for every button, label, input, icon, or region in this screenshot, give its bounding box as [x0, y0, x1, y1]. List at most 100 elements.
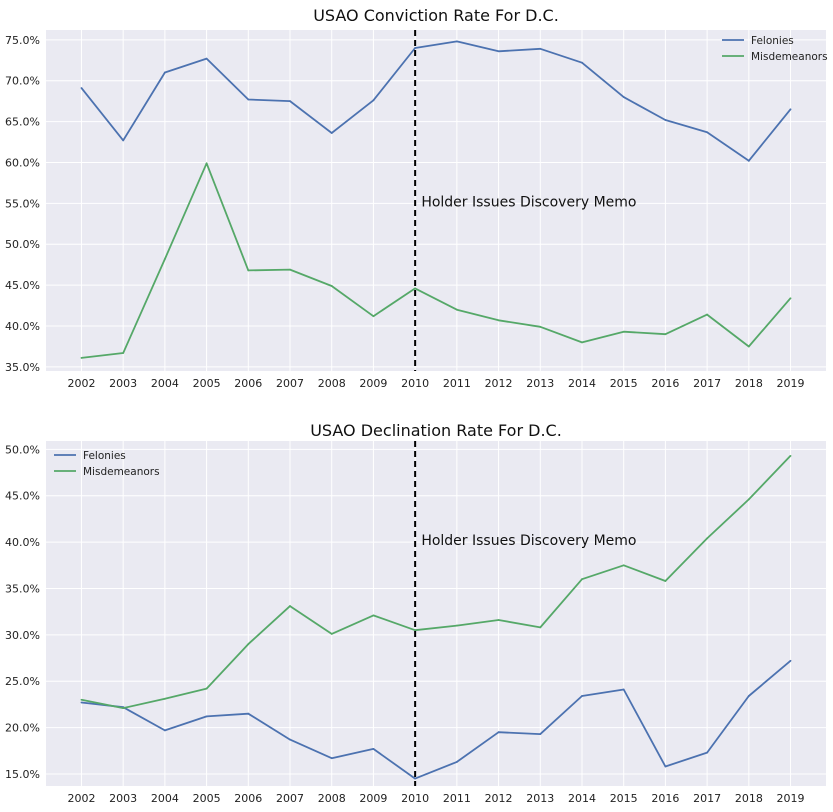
annotation-text: Holder Issues Discovery Memo: [421, 195, 636, 211]
data-point: [789, 454, 792, 457]
series-line-felonies: [80, 40, 792, 162]
data-point: [80, 701, 83, 704]
series-misdemeanors: [80, 454, 792, 709]
x-tick-label: 2013: [526, 792, 554, 805]
data-point: [414, 629, 417, 632]
data-point: [747, 498, 750, 501]
data-point: [414, 287, 417, 290]
data-point: [205, 162, 208, 165]
y-tick-label: 40.0%: [5, 320, 40, 333]
y-tick-label: 60.0%: [5, 156, 40, 169]
legend-label: Felonies: [83, 450, 126, 462]
data-point: [706, 751, 709, 754]
data-point: [414, 47, 417, 49]
data-point: [622, 688, 625, 691]
data-point: [289, 738, 291, 741]
legend: Felonies Misdemeanors: [722, 35, 828, 63]
data-point: [455, 40, 458, 43]
legend-label: Felonies: [751, 35, 794, 47]
legend-label: Misdemeanors: [83, 466, 160, 478]
chart-1: 35.0% 40.0% 45.0% 50.0% 55.0% 60.0% 65.0% 70.0%…: [5, 6, 828, 390]
y-tick-label: 45.0%: [5, 490, 40, 503]
chart-2: 15.0% 20.0% 25.0% 30.0% 35.0% 40.0% 45.0% 50.0%…: [5, 421, 826, 805]
x-tick-label: 2004: [151, 377, 179, 390]
y-tick-label: 20.0%: [5, 722, 40, 735]
y-tick-label: 40.0%: [5, 536, 40, 549]
x-tick-label: 2007: [276, 792, 304, 805]
series-felonies: [80, 40, 792, 162]
y-tick-label: 50.0%: [5, 443, 40, 456]
x-tick-label: 2012: [485, 792, 513, 805]
data-point: [80, 87, 83, 89]
x-tick-label: 2003: [109, 377, 137, 390]
data-point: [497, 731, 500, 734]
data-point: [539, 733, 542, 735]
data-point: [122, 707, 125, 709]
plot-area: [46, 441, 826, 786]
x-tick-label: 2008: [318, 377, 346, 390]
x-tick-label: 2003: [109, 792, 137, 805]
x-tick-label: 2002: [67, 377, 95, 390]
data-point: [289, 100, 291, 103]
y-tick-label: 45.0%: [5, 279, 40, 292]
series-misdemeanors: [80, 162, 792, 359]
series-felonies: [80, 659, 792, 780]
data-point: [581, 341, 583, 344]
series-line-misdemeanors: [81, 455, 792, 709]
data-point: [330, 132, 333, 134]
data-point: [205, 687, 208, 690]
x-tick-label: 2004: [151, 792, 179, 805]
data-point: [372, 614, 375, 617]
data-point: [581, 578, 583, 581]
data-point: [622, 330, 625, 333]
data-point: [163, 71, 166, 74]
data-point: [789, 659, 792, 662]
y-tick-label: 55.0%: [5, 197, 40, 210]
x-tick-label: 2019: [777, 792, 805, 805]
data-point: [664, 580, 667, 582]
data-point: [747, 345, 750, 348]
x-tick-label: 2014: [568, 377, 596, 390]
x-tick-label: 2014: [568, 792, 596, 805]
y-tick-label: 25.0%: [5, 675, 40, 688]
x-tick-label: 2005: [193, 792, 221, 805]
y-tick-label: 30.0%: [5, 629, 40, 642]
y-tick-label: 50.0%: [5, 238, 40, 251]
data-point: [789, 297, 792, 300]
y-tick-label: 75.0%: [5, 34, 40, 47]
data-point: [497, 619, 500, 621]
chart-title: USAO Declination Rate For D.C.: [310, 421, 562, 440]
data-point: [289, 268, 291, 271]
x-tick-label: 2005: [193, 377, 221, 390]
x-tick-label: 2008: [318, 792, 346, 805]
data-point: [706, 131, 709, 134]
data-point: [539, 325, 542, 328]
x-tick-label: 2007: [276, 377, 304, 390]
x-tick-label: 2009: [359, 792, 387, 805]
data-point: [247, 712, 250, 715]
data-point: [414, 777, 417, 780]
data-point: [706, 537, 709, 540]
data-point: [163, 729, 166, 732]
legend-label: Misdemeanors: [751, 51, 828, 63]
data-point: [330, 757, 333, 760]
data-point: [122, 352, 125, 354]
y-tick-label: 35.0%: [5, 361, 40, 374]
data-point: [455, 760, 458, 763]
data-point: [122, 139, 125, 142]
data-point: [581, 61, 583, 64]
x-tick-label: 2010: [401, 377, 429, 390]
data-point: [706, 313, 709, 316]
data-point: [455, 308, 458, 311]
data-point: [205, 715, 208, 718]
plot-area: [46, 30, 826, 371]
x-tick-label: 2002: [67, 792, 95, 805]
series-line-misdemeanors: [81, 162, 792, 359]
x-tick-label: 2013: [526, 377, 554, 390]
data-point: [247, 269, 250, 272]
x-tick-label: 2016: [651, 377, 679, 390]
data-point: [789, 108, 792, 111]
legend: Felonies Misdemeanors: [54, 450, 160, 478]
data-point: [247, 643, 250, 646]
